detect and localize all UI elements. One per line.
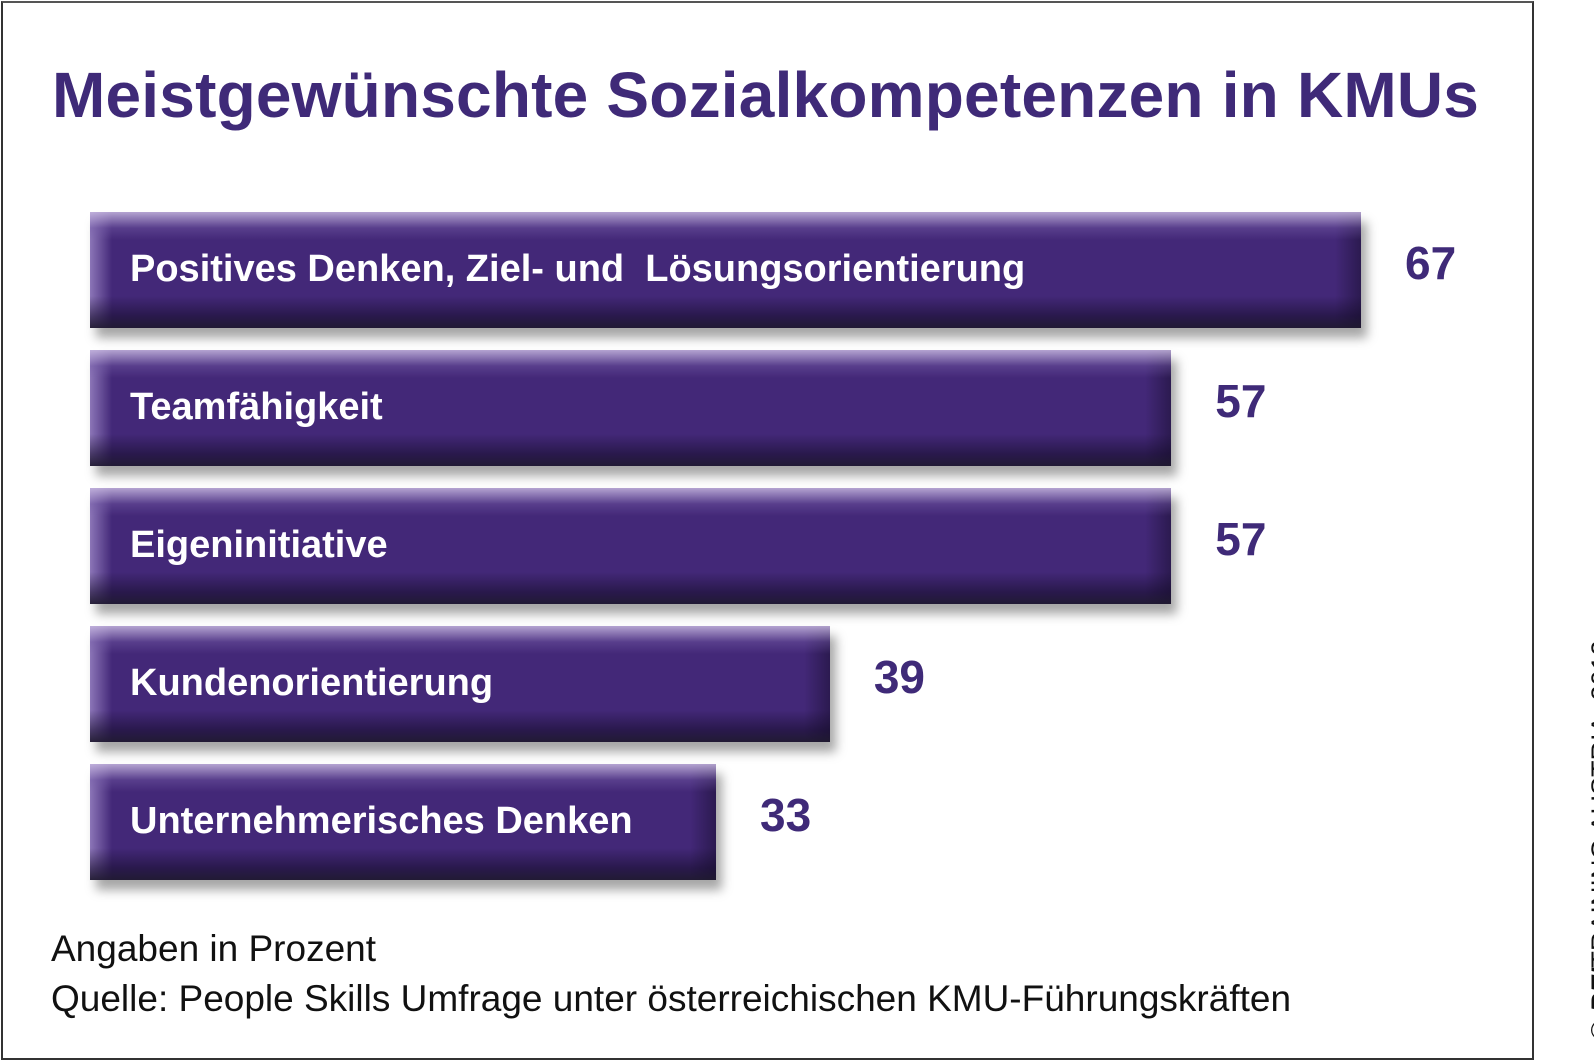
copyright-notice: © BEITRAINING AUSTRIA, 2012 [1586,640,1594,1040]
bar-label: Teamfähigkeit [130,386,383,428]
copyright-symbol: © [1586,1020,1594,1040]
source-note: Quelle: People Skills Umfrage unter öste… [51,978,1292,1019]
bar-value-label: 67 [1405,237,1457,289]
chart-title: Meistgewünschte Sozialkompetenzen in KMU… [52,59,1480,131]
bar: Kundenorientierung [90,626,830,742]
bar-value-label: 57 [1215,375,1267,427]
chart-frame [1,1,1534,1060]
unit-note: Angaben in Prozent [51,928,377,969]
bar-label: Positives Denken, Ziel- und Lösungsorien… [130,248,1026,290]
bar: Eigeninitiative [90,488,1172,604]
bar-value-label: 33 [760,789,812,841]
bar-label: Kundenorientierung [130,662,494,704]
copyright-brand: TRAINING AUSTRIA [1586,715,1594,968]
bar-label: Unternehmerisches Denken [130,800,633,842]
bar: Teamfähigkeit [90,350,1172,466]
bar: Unternehmerisches Denken [90,764,716,880]
bar: Positives Denken, Ziel- und Lösungsorien… [90,212,1361,328]
bar-value-label: 39 [873,651,925,703]
copyright-brand-bold: BEI [1586,967,1594,1013]
copyright-year: , 2012 [1586,640,1594,715]
chart-notes: Angaben in Prozent Quelle: People Skills… [51,924,1291,1024]
bar-label: Eigeninitiative [130,524,388,566]
bar-value-label: 57 [1215,513,1267,565]
